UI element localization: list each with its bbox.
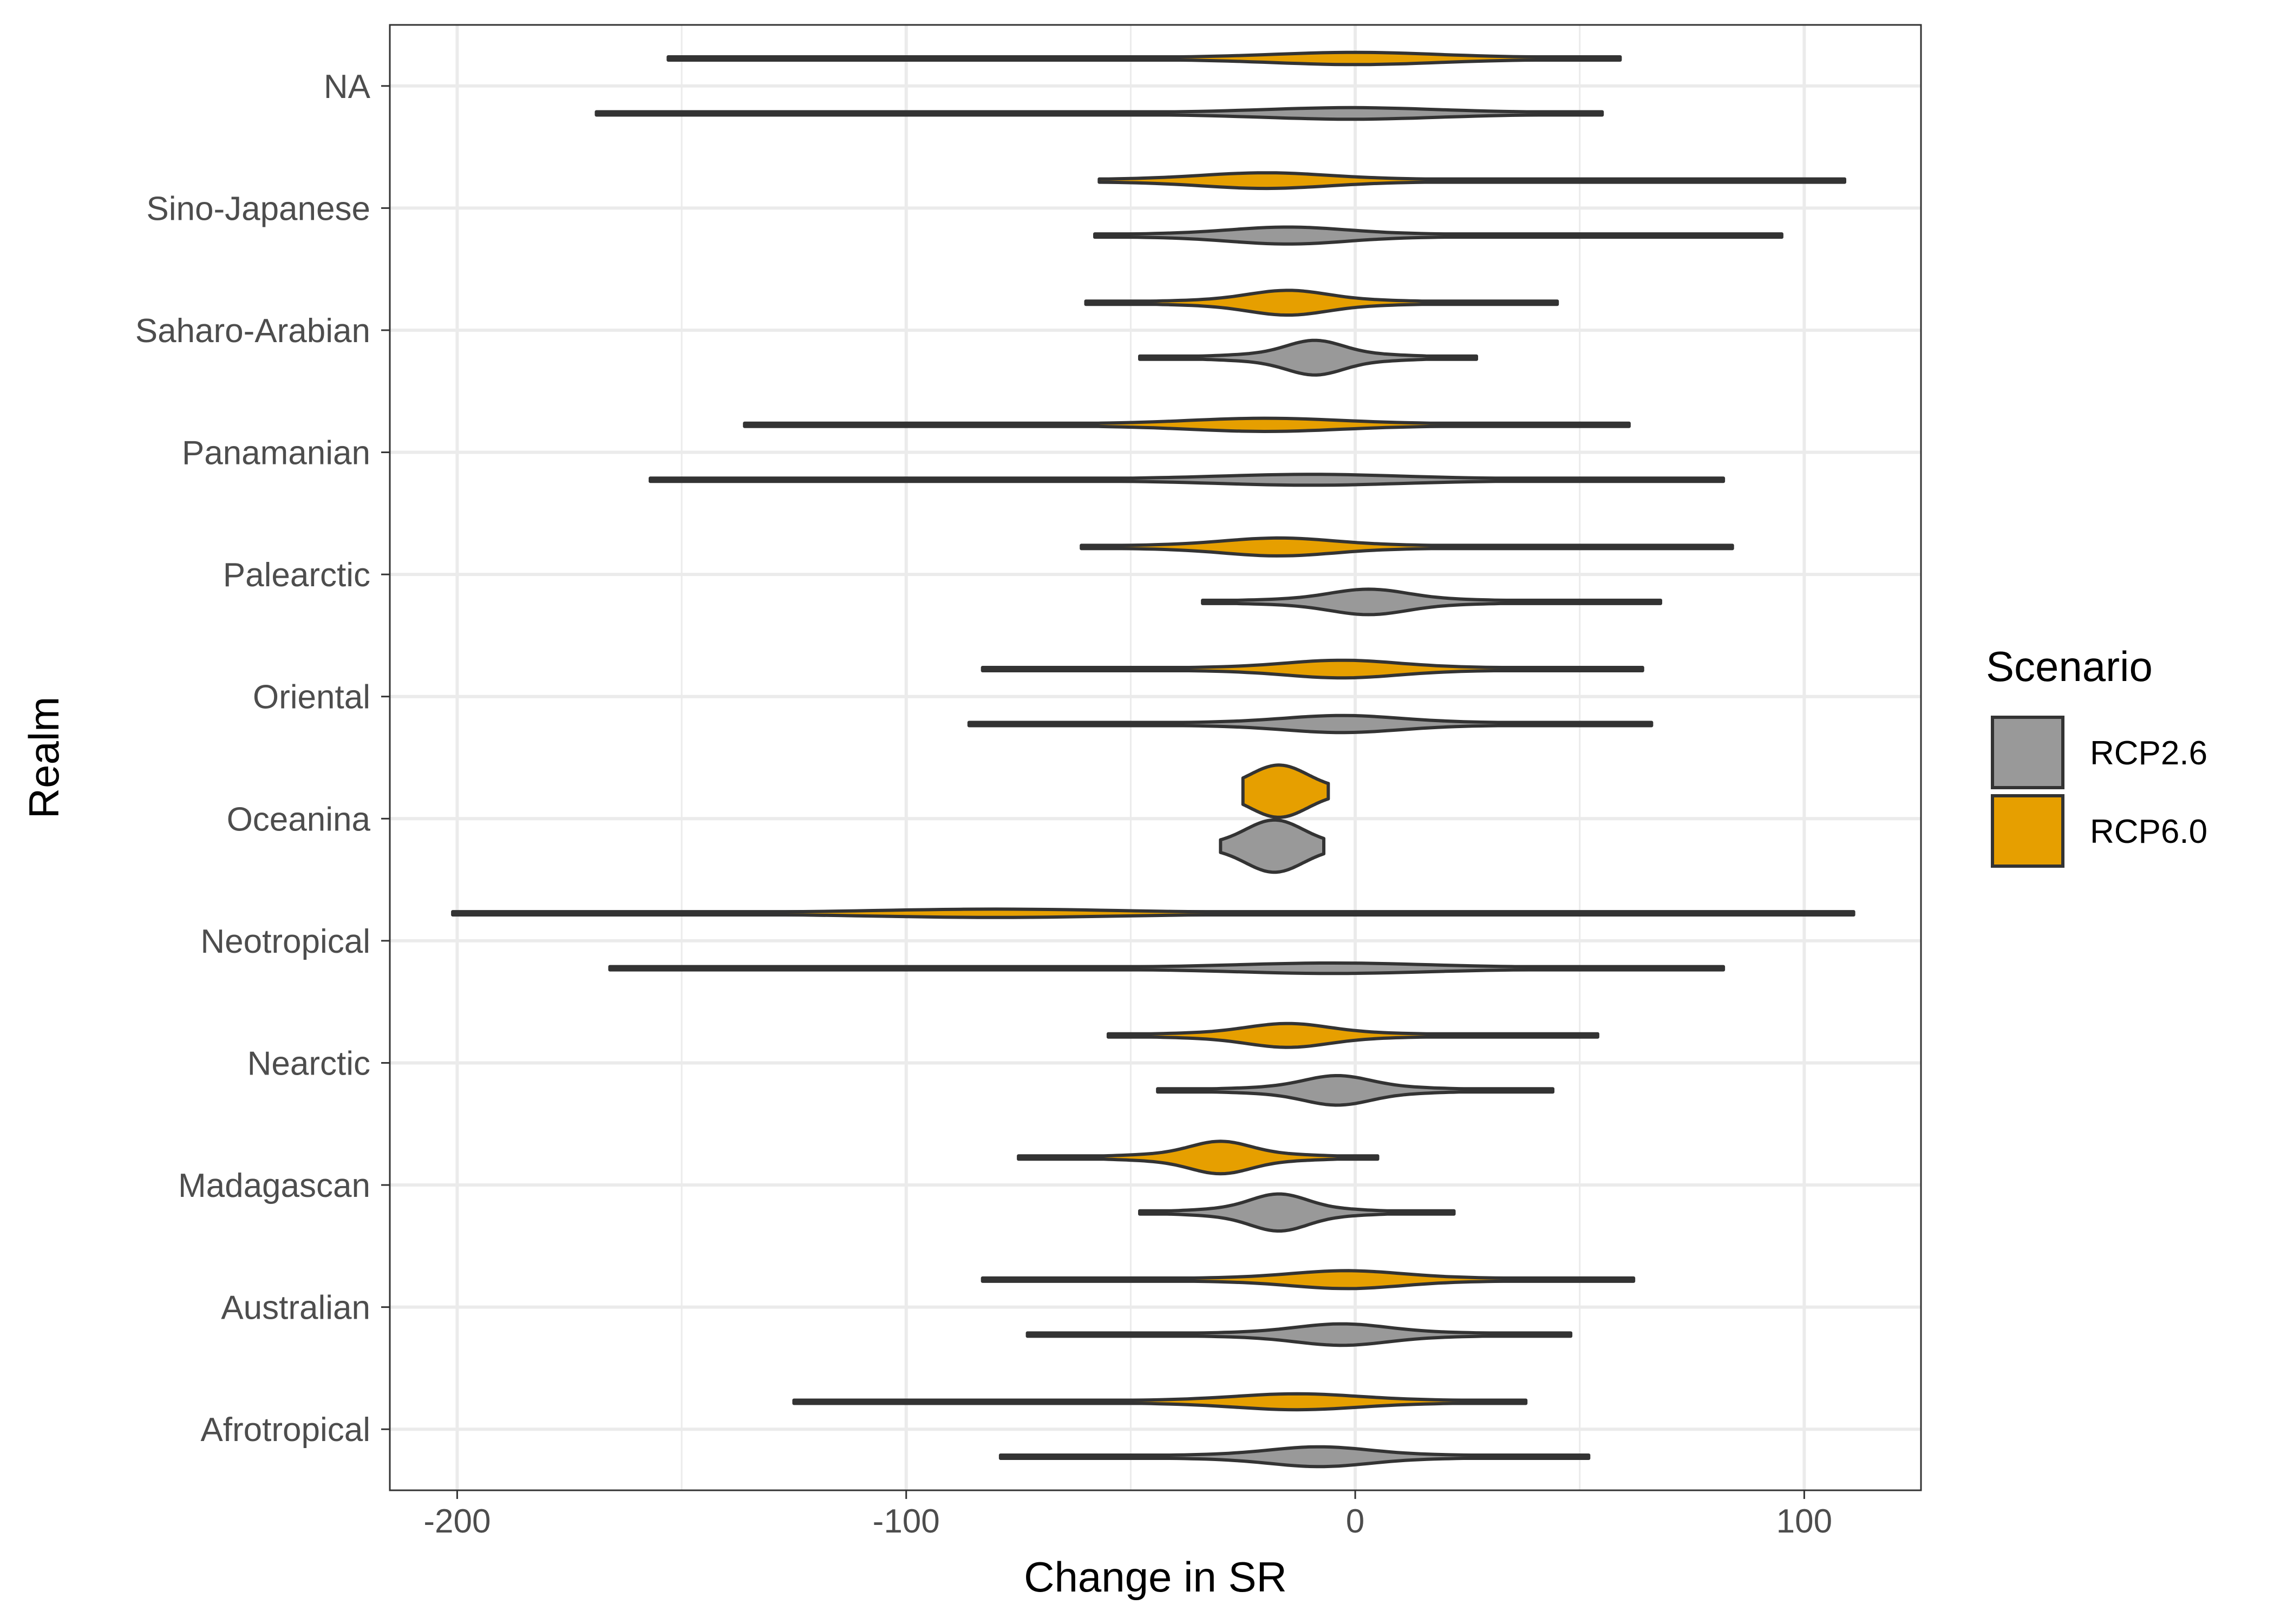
violin-sino-japanese-rcp2-6 xyxy=(1093,225,1783,246)
x-tick-label: 100 xyxy=(1776,1503,1832,1540)
y-tick-label-saharo-arabian: Saharo-Arabian xyxy=(135,312,370,350)
x-axis-title: Change in SR xyxy=(1024,1553,1287,1601)
y-tick-label-afrotropical: Afrotropical xyxy=(200,1411,370,1449)
y-tick-label-oceanina: Oceanina xyxy=(227,801,371,838)
violin-australian-rcp6-0 xyxy=(981,1269,1636,1291)
violin-nearctic-rcp2-6 xyxy=(1156,1074,1554,1107)
violin-nearctic-rcp6-0 xyxy=(1106,1021,1599,1049)
violin-oceanina-rcp2-6 xyxy=(1219,818,1325,874)
legend-label-rcp2-6: RCP2.6 xyxy=(2090,735,2207,772)
y-axis-title: Realm xyxy=(20,697,68,818)
legend-title: Scenario xyxy=(1986,643,2153,690)
violin-neotropical-rcp2-6 xyxy=(608,961,1726,975)
violin-australian-rcp2-6 xyxy=(1025,1322,1573,1347)
y-tick-label-oriental: Oriental xyxy=(253,679,370,716)
legend-key-rcp6-0 xyxy=(1991,794,2064,868)
y-tick-label-australian: Australian xyxy=(221,1289,370,1327)
legend: Scenario RCP2.6 RCP6.0 xyxy=(1986,643,2207,868)
violin-na-rcp2-6 xyxy=(594,106,1604,121)
violins xyxy=(451,50,1855,1469)
y-tick-label-neotropical: Neotropical xyxy=(200,923,370,960)
violin-madagascan-rcp6-0 xyxy=(1017,1140,1380,1176)
grid-lines xyxy=(390,25,1921,1490)
violin-oriental-rcp2-6 xyxy=(967,713,1654,735)
violin-afrotropical-rcp2-6 xyxy=(998,1445,1591,1469)
x-tick-label: -100 xyxy=(873,1503,940,1540)
y-tick-label-palearctic: Palearctic xyxy=(223,556,370,594)
x-tick-label: -200 xyxy=(423,1503,491,1540)
y-tick-label-panamanian: Panamanian xyxy=(182,435,370,472)
plot-panel-border xyxy=(389,24,1922,1491)
violin-na-rcp6-0 xyxy=(666,50,1622,67)
violin-panamanian-rcp2-6 xyxy=(649,473,1726,487)
y-tick-label-madagascan: Madagascan xyxy=(178,1167,370,1204)
axis-ticks: -200 -100 0 100 NA Sino-Japanese Saharo-Arabia… xyxy=(135,68,1832,1540)
violin-madagascan-rcp2-6 xyxy=(1138,1192,1456,1233)
y-tick-label-na: NA xyxy=(324,68,371,106)
violin-saharo-arabian-rcp2-6 xyxy=(1138,338,1478,377)
legend-key-rcp2-6 xyxy=(1991,716,2064,789)
legend-entries: RCP2.6 RCP6.0 xyxy=(1991,716,2207,868)
violin-neotropical-rcp6-0 xyxy=(451,907,1855,919)
violin-palearctic-rcp6-0 xyxy=(1080,536,1734,558)
violin-afrotropical-rcp6-0 xyxy=(792,1392,1528,1412)
violin-palearctic-rcp2-6 xyxy=(1201,587,1662,617)
violin-panamanian-rcp6-0 xyxy=(743,416,1631,433)
violin-oceanina-rcp6-0 xyxy=(1241,763,1330,819)
y-tick-label-sino-japanese: Sino-Japanese xyxy=(146,190,370,227)
violin-saharo-arabian-rcp6-0 xyxy=(1084,289,1559,317)
x-tick-label: 0 xyxy=(1346,1503,1364,1540)
violin-sino-japanese-rcp6-0 xyxy=(1097,171,1846,191)
legend-label-rcp6-0: RCP6.0 xyxy=(2090,813,2207,850)
y-tick-label-nearctic: Nearctic xyxy=(247,1045,370,1082)
violin-oriental-rcp6-0 xyxy=(981,658,1644,680)
